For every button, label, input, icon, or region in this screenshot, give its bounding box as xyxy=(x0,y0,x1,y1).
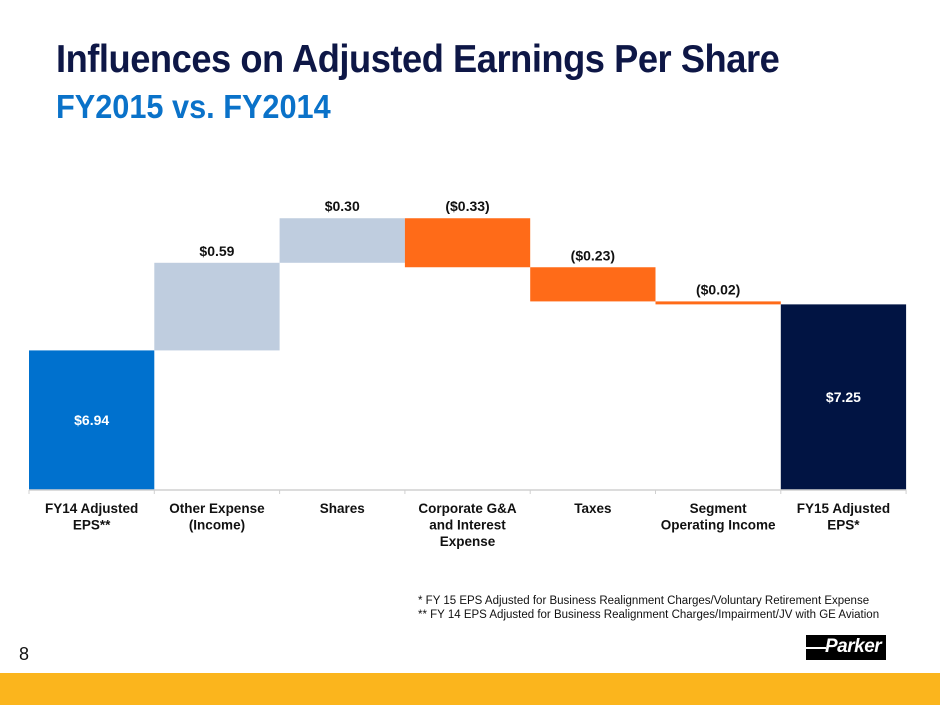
data-label-1: $0.59 xyxy=(199,243,234,259)
category-label-line: FY14 Adjusted xyxy=(45,501,138,516)
category-label-line: EPS** xyxy=(73,518,111,533)
footer-bar xyxy=(0,673,940,705)
slide-title: Influences on Adjusted Earnings Per Shar… xyxy=(56,38,780,81)
logo-text: Parker xyxy=(825,636,882,657)
category-label-6: FY15 Adjusted EPS* xyxy=(797,501,890,533)
bar-2 xyxy=(279,218,405,263)
bar-4 xyxy=(530,267,656,302)
category-label-2: Shares xyxy=(320,501,365,516)
page-number: 8 xyxy=(19,644,30,664)
category-label-line: Shares xyxy=(320,501,365,516)
category-label-line: Other Expense xyxy=(169,501,265,516)
category-label-4: Taxes xyxy=(574,501,611,516)
data-label-4: ($0.23) xyxy=(571,247,615,263)
category-label-line: Operating Income xyxy=(661,518,776,533)
category-label-line: Taxes xyxy=(574,501,611,516)
slide-subtitle: FY2015 vs. FY2014 xyxy=(56,88,331,125)
bar-1 xyxy=(154,262,280,351)
data-label-6: $7.25 xyxy=(826,389,861,405)
bar-5 xyxy=(655,301,781,305)
data-label-2: $0.30 xyxy=(325,198,360,214)
data-label-0: $6.94 xyxy=(74,412,109,428)
category-label-line: and Interest xyxy=(429,518,506,533)
category-label-line: Expense xyxy=(440,534,496,549)
bar-3 xyxy=(404,218,531,268)
category-label-line: (Income) xyxy=(189,518,245,533)
logo-stripe xyxy=(806,647,826,649)
category-label-3: Corporate G&A and Interest Expense xyxy=(418,501,517,549)
category-label-1: Other Expense (Income) xyxy=(169,501,265,533)
category-label-0: FY14 Adjusted EPS** xyxy=(45,501,138,533)
footnote-fy15: * FY 15 EPS Adjusted for Business Realig… xyxy=(418,595,870,607)
data-label-3: ($0.33) xyxy=(445,198,489,214)
category-label-line: Corporate G&A xyxy=(418,501,517,516)
category-label-line: FY15 Adjusted xyxy=(797,501,890,516)
category-label-line: EPS* xyxy=(827,518,860,533)
parker-logo: Parker xyxy=(806,635,886,660)
footnotes: * FY 15 EPS Adjusted for Business Realig… xyxy=(418,594,879,622)
category-label-line: Segment xyxy=(690,501,748,516)
bar-0 xyxy=(29,350,155,490)
data-label-5: ($0.02) xyxy=(696,281,740,297)
bar-6 xyxy=(780,304,907,490)
footnote-fy14: ** FY 14 EPS Adjusted for Business Reali… xyxy=(418,609,880,621)
waterfall-chart: $6.94 $0.59 $0.30 ($0.33) ($0.23) ($0.02) $7.2… xyxy=(28,198,907,549)
category-label-5: Segment Operating Income xyxy=(661,501,776,533)
